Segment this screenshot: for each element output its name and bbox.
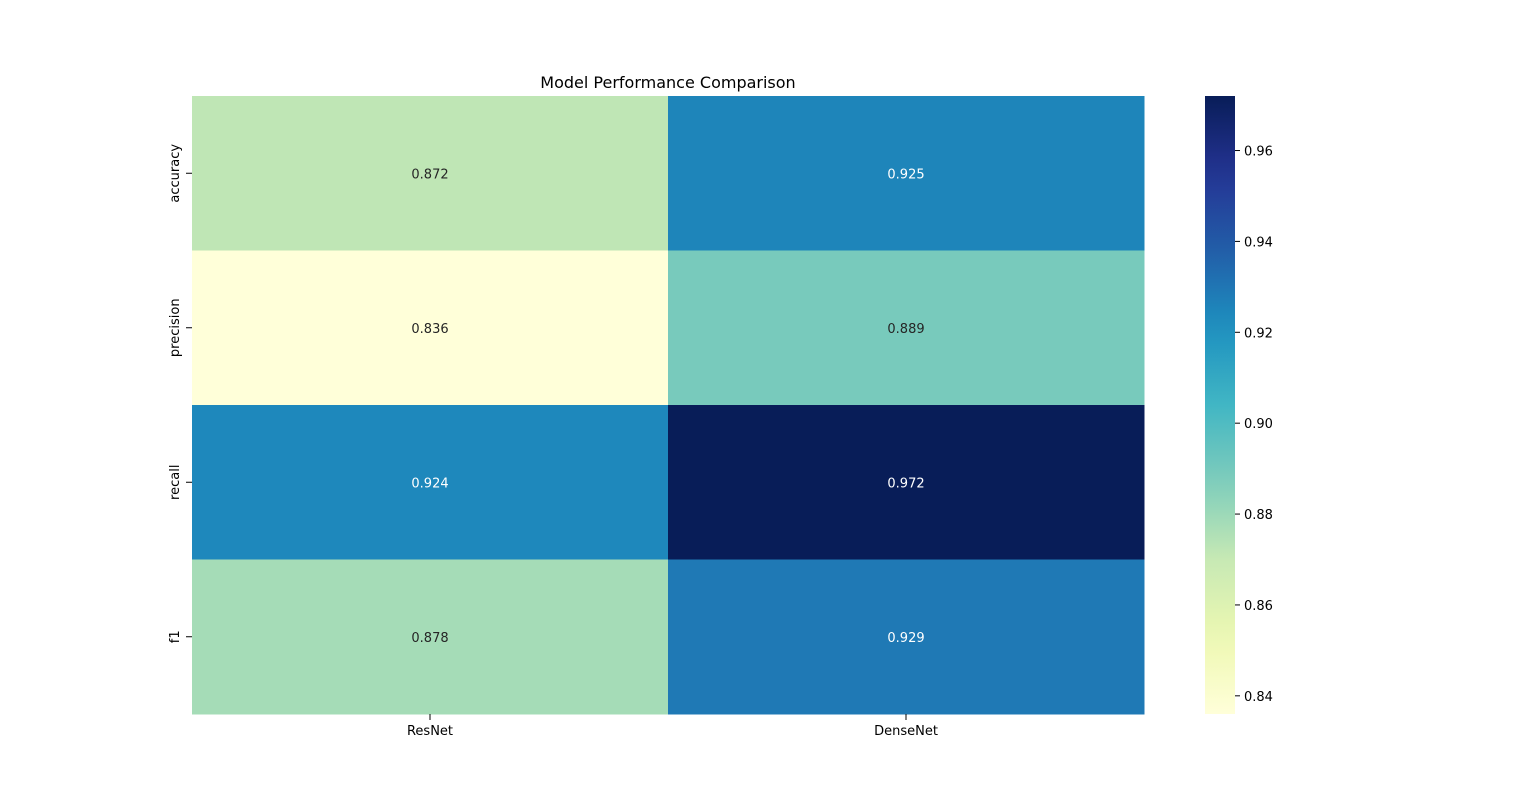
cell-value-label: 0.872	[411, 167, 448, 182]
cell-value-label: 0.878	[411, 631, 448, 646]
colorbar-tick-label: 0.84	[1244, 690, 1273, 705]
heatmap-cell-f1-ResNet	[192, 559, 669, 715]
cell-value-label: 0.889	[887, 322, 924, 337]
heatmap-cells	[192, 96, 1145, 715]
heatmap-cell-accuracy-ResNet	[192, 96, 669, 251]
heatmap-cell-precision-ResNet	[192, 250, 669, 406]
column-axis: ResNet DenseNet	[407, 714, 938, 739]
colorbar-tick-label: 0.86	[1244, 599, 1273, 614]
heatmap-cell-f1-DenseNet	[668, 559, 1145, 715]
colorbar-tick-label: 0.94	[1244, 235, 1273, 250]
colorbar-tick-label: 0.90	[1244, 417, 1273, 432]
colorbar: 0.84 0.86 0.88 0.90 0.92 0.94 0.96	[1205, 96, 1273, 714]
colorbar-gradient	[1205, 96, 1235, 714]
cell-value-label: 0.929	[887, 631, 924, 646]
cell-value-label: 0.924	[411, 476, 448, 491]
column-label-DenseNet: DenseNet	[874, 724, 938, 739]
cell-value-labels: 0.872 0.925 0.836 0.889 0.924 0.972 0.878 0.929	[411, 167, 924, 646]
cell-value-label: 0.836	[411, 322, 448, 337]
heatmap-cell-recall-DenseNet	[668, 405, 1145, 560]
chart-title: Model Performance Comparison	[540, 73, 795, 92]
heatmap-cell-precision-DenseNet	[668, 250, 1145, 406]
heatmap-cell-recall-ResNet	[192, 405, 669, 560]
row-label-precision: precision	[168, 298, 183, 357]
row-label-f1: f1	[168, 630, 183, 643]
colorbar-tick-label: 0.92	[1244, 326, 1273, 341]
row-axis: accuracy precision recall f1	[168, 144, 192, 643]
row-label-accuracy: accuracy	[168, 144, 183, 203]
colorbar-tick-label: 0.88	[1244, 508, 1273, 523]
column-label-ResNet: ResNet	[407, 724, 453, 739]
row-label-recall: recall	[168, 465, 183, 500]
colorbar-tick-label: 0.96	[1244, 145, 1273, 160]
cell-value-label: 0.972	[887, 476, 924, 491]
cell-value-label: 0.925	[887, 167, 924, 182]
heatmap-cell-accuracy-DenseNet	[668, 96, 1145, 251]
